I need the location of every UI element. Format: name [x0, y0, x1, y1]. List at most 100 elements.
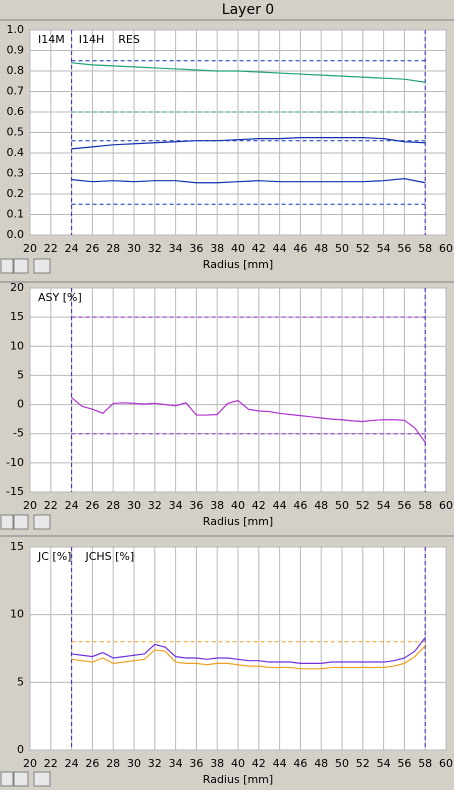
x-tick-label: 38 — [210, 242, 224, 255]
y-tick-label: 0.9 — [7, 44, 25, 57]
y-tick-label: 0.0 — [7, 228, 25, 241]
series-line — [71, 137, 426, 150]
x-tick-label: 54 — [377, 499, 391, 512]
x-tick-label: 20 — [23, 499, 37, 512]
x-tick-label: 42 — [252, 499, 266, 512]
y-tick-label: 0 — [17, 398, 24, 411]
y-tick-label: 1.0 — [7, 23, 25, 36]
x-tick-label: 54 — [377, 242, 391, 255]
y-tick-label: -15 — [6, 485, 24, 498]
x-tick-label: 50 — [335, 242, 349, 255]
x-tick-label: 56 — [397, 757, 411, 770]
x-tick-label: 46 — [293, 499, 307, 512]
x-tick-label: 60 — [439, 242, 453, 255]
x-tick-label: 20 — [23, 757, 37, 770]
x-tick-label: 36 — [189, 242, 203, 255]
crosshair-button[interactable] — [13, 514, 29, 530]
legend-entry: RES — [118, 33, 140, 46]
series-line — [71, 397, 426, 443]
y-tick-label: 10 — [10, 608, 24, 621]
crosshair-button[interactable] — [13, 771, 29, 787]
zoom-button[interactable] — [0, 514, 14, 530]
x-tick-label: 26 — [85, 242, 99, 255]
title-bar — [0, 0, 454, 20]
toolbar — [0, 258, 51, 787]
zoom-button[interactable] — [0, 771, 14, 787]
y-tick-label: 0.1 — [7, 208, 25, 221]
y-tick-label: 20 — [10, 281, 24, 294]
y-tick-label: -10 — [6, 456, 24, 469]
x-tick-label: 32 — [148, 499, 162, 512]
x-tick-label: 48 — [314, 757, 328, 770]
pan-button[interactable] — [33, 771, 51, 787]
x-axis-label: Radius [mm] — [203, 258, 273, 271]
x-tick-label: 32 — [148, 242, 162, 255]
x-tick-label: 20 — [23, 242, 37, 255]
x-tick-label: 58 — [418, 242, 432, 255]
crosshair-button[interactable] — [13, 258, 29, 274]
x-tick-label: 24 — [65, 499, 79, 512]
series-line — [71, 178, 426, 184]
x-tick-label: 52 — [356, 757, 370, 770]
x-tick-label: 40 — [231, 757, 245, 770]
x-tick-label: 32 — [148, 757, 162, 770]
x-tick-label: 56 — [397, 242, 411, 255]
x-axis-label: Radius [mm] — [203, 515, 273, 528]
x-tick-label: 34 — [169, 757, 183, 770]
y-tick-label: -5 — [13, 427, 24, 440]
y-tick-label: 15 — [10, 310, 24, 323]
y-tick-label: 0.4 — [7, 146, 25, 159]
legend-entry: JC [%] — [37, 550, 71, 563]
zoom-button[interactable] — [0, 258, 14, 274]
series-line — [71, 62, 426, 83]
x-tick-label: 46 — [293, 242, 307, 255]
x-tick-label: 42 — [252, 757, 266, 770]
x-tick-label: 24 — [65, 242, 79, 255]
x-tick-label: 34 — [169, 242, 183, 255]
x-tick-label: 36 — [189, 499, 203, 512]
legend-entry: JCHS [%] — [84, 550, 134, 563]
x-tick-label: 22 — [44, 757, 58, 770]
x-tick-label: 26 — [85, 757, 99, 770]
window-title: Layer 0 — [222, 2, 274, 18]
y-tick-label: 0.6 — [7, 105, 25, 118]
x-tick-label: 40 — [231, 242, 245, 255]
pan-button[interactable] — [33, 258, 51, 274]
x-tick-label: 54 — [377, 757, 391, 770]
series-line — [71, 637, 426, 664]
y-tick-label: 5 — [17, 368, 24, 381]
x-tick-label: 38 — [210, 757, 224, 770]
legend-entry: I14H — [79, 33, 105, 46]
legend-entry: ASY [%] — [38, 291, 82, 304]
x-tick-label: 24 — [65, 757, 79, 770]
y-tick-label: 0.7 — [7, 85, 25, 98]
y-tick-label: 15 — [10, 540, 24, 553]
y-tick-label: 0.5 — [7, 126, 25, 139]
x-axis-label: Radius [mm] — [203, 773, 273, 786]
x-tick-label: 30 — [127, 242, 141, 255]
x-tick-label: 50 — [335, 757, 349, 770]
y-tick-label: 5 — [17, 675, 24, 688]
y-tick-label: 0.8 — [7, 64, 25, 77]
x-tick-label: 42 — [252, 242, 266, 255]
x-tick-label: 40 — [231, 499, 245, 512]
x-tick-label: 44 — [273, 242, 287, 255]
x-tick-label: 50 — [335, 499, 349, 512]
legend-entry: I14M — [38, 33, 65, 46]
x-tick-label: 48 — [314, 499, 328, 512]
x-tick-label: 28 — [106, 757, 120, 770]
x-tick-label: 34 — [169, 499, 183, 512]
x-tick-label: 60 — [439, 499, 453, 512]
x-tick-label: 52 — [356, 499, 370, 512]
x-tick-label: 28 — [106, 242, 120, 255]
pan-button[interactable] — [33, 514, 51, 530]
x-tick-label: 44 — [273, 757, 287, 770]
x-tick-label: 48 — [314, 242, 328, 255]
x-tick-label: 52 — [356, 242, 370, 255]
x-tick-label: 22 — [44, 499, 58, 512]
x-tick-label: 26 — [85, 499, 99, 512]
x-tick-label: 38 — [210, 499, 224, 512]
series-line — [71, 645, 426, 670]
